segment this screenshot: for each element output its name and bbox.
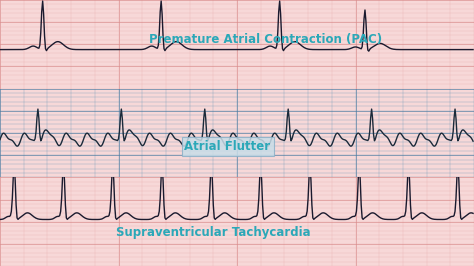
Text: Supraventricular Tachycardia: Supraventricular Tachycardia xyxy=(116,226,310,239)
Text: Premature Atrial Contraction (PAC): Premature Atrial Contraction (PAC) xyxy=(149,33,382,46)
Text: Atrial Flutter: Atrial Flutter xyxy=(184,140,271,153)
